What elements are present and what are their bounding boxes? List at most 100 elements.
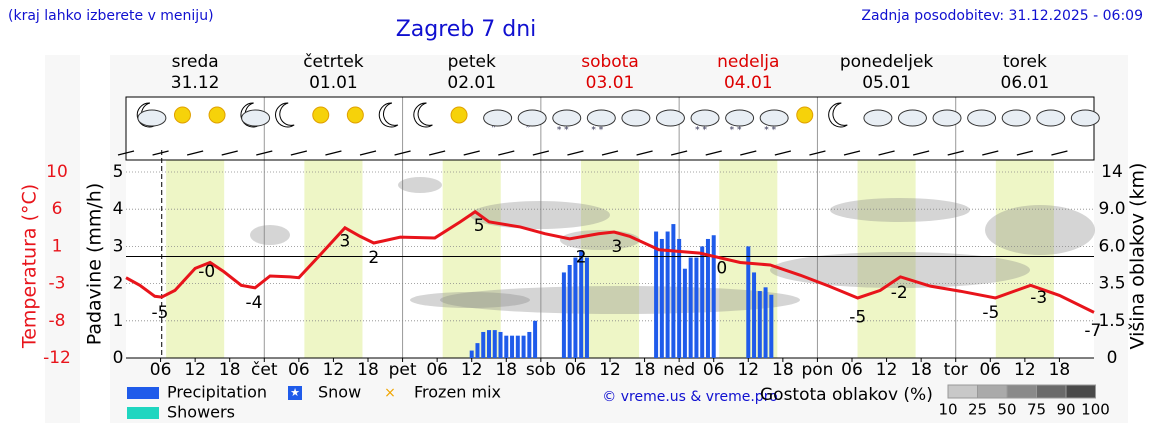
precip-bar xyxy=(671,224,676,358)
icon-moon xyxy=(828,102,848,128)
legend-label: Precipitation xyxy=(167,383,267,402)
precip-bar xyxy=(561,272,566,358)
icon-cloud xyxy=(552,109,582,127)
precip-bar xyxy=(757,291,762,358)
temp-tick-label: 10 xyxy=(46,162,68,182)
legend-cross: × xyxy=(384,385,396,401)
temp-annotation: 3 xyxy=(340,231,351,251)
precip-bar xyxy=(705,238,710,358)
temp-annotation: 0 xyxy=(716,258,727,278)
x-tick-label: pet xyxy=(389,360,417,380)
icon-cloud xyxy=(1036,109,1066,127)
icon-cloud xyxy=(1070,109,1100,127)
wind-barb xyxy=(394,150,411,156)
wind-barb xyxy=(256,150,273,156)
cloud-height-tick-label: 6.0 xyxy=(1098,236,1125,256)
temp-annotation: 2 xyxy=(576,247,587,267)
temp-tick-label: 1 xyxy=(52,236,63,256)
temp-annotation: -5 xyxy=(982,303,999,323)
temp-tick-label: -3 xyxy=(49,274,66,294)
credit: © vreme.us & vreme.pro xyxy=(602,389,777,405)
x-tick-label: 06 xyxy=(426,360,448,380)
x-tick-label: 18 xyxy=(1049,360,1071,380)
wind-barb xyxy=(498,150,515,156)
cloud-scale-label: 75 xyxy=(1027,401,1046,419)
x-tick-label: 12 xyxy=(1014,360,1036,380)
cloud-density xyxy=(440,286,800,314)
cloud-density xyxy=(470,201,610,229)
wind-barb xyxy=(463,150,480,156)
daylight-band xyxy=(304,160,363,358)
day-name: petek xyxy=(448,52,496,72)
x-tick-label: 12 xyxy=(737,360,759,380)
daylight-band xyxy=(442,160,501,358)
x-tick-label: sob xyxy=(526,360,556,380)
precip-tick-label: 1 xyxy=(113,311,124,331)
precip-bar xyxy=(481,331,486,358)
precip-tick-label: 4 xyxy=(113,199,124,219)
temp-annotation: -4 xyxy=(245,293,262,313)
wind-barb xyxy=(982,150,999,156)
precip-bar xyxy=(527,331,532,358)
cloud-scale-label: 10 xyxy=(938,401,957,419)
wind-barb xyxy=(601,150,619,156)
x-tick-label: 06 xyxy=(288,360,310,380)
cloud-density xyxy=(250,225,290,245)
title: Zagreb 7 dni xyxy=(396,17,537,42)
wind-barb xyxy=(532,150,550,156)
precip-tick-label: 5 xyxy=(113,162,124,182)
wind-barb xyxy=(290,150,308,156)
day-date: 31.12 xyxy=(171,73,220,93)
wind-barb xyxy=(774,150,792,156)
precip-axis-title: Padavine (mm/h) xyxy=(84,183,106,346)
note: (kraj lahko izberete v meniju) xyxy=(8,8,214,24)
precip-bar xyxy=(763,287,768,358)
precip-bar xyxy=(521,335,526,358)
x-tick-label: 06 xyxy=(979,360,1001,380)
cloud-scale-label: 50 xyxy=(997,401,1016,419)
legend-label: Snow xyxy=(318,383,361,402)
cloud-scale-box xyxy=(1036,384,1067,399)
cloud-density xyxy=(985,205,1095,255)
wind-barb xyxy=(947,150,964,156)
icon-cloud xyxy=(483,109,513,127)
cloud-density xyxy=(830,198,970,222)
day-date: 01.01 xyxy=(309,73,358,93)
day-name: ponedeljek xyxy=(840,52,934,72)
updated: Zadnja posodobitev: 31.12.2025 - 06:09 xyxy=(861,8,1143,24)
precip-bar xyxy=(475,343,480,358)
daylight-band xyxy=(857,160,916,358)
icon-moon xyxy=(378,102,399,128)
x-tick-label: 18 xyxy=(495,360,517,380)
temp-tick-label: 6 xyxy=(52,199,63,219)
icon-sun xyxy=(173,106,191,124)
cloud-height-tick-label: 14 xyxy=(1101,162,1123,182)
cloud-axis-title: Višina oblakov (km) xyxy=(1127,163,1149,350)
cloud-scale-box xyxy=(1065,384,1096,399)
precip-bar xyxy=(504,335,509,358)
x-tick-label: 12 xyxy=(323,360,345,380)
temp-annotation: 3 xyxy=(612,237,623,257)
day-date: 03.01 xyxy=(586,73,635,93)
icon-cloud xyxy=(137,109,167,127)
precip-tick-label: 0 xyxy=(113,348,124,368)
cloud-scale-box xyxy=(947,384,978,399)
temp-annotation: -2 xyxy=(891,283,908,303)
precip-bar xyxy=(469,350,474,358)
x-tick-label: tor xyxy=(944,360,968,380)
precip-bar xyxy=(654,231,659,358)
temp-annotation: 5 xyxy=(474,216,485,236)
icon-cloud xyxy=(621,109,651,127)
icon-cloud xyxy=(690,109,720,127)
day-name: sobota xyxy=(581,52,639,72)
wind-barb xyxy=(221,150,238,156)
cloud-height-tick-label: 0 xyxy=(1107,348,1118,368)
legend-swatch xyxy=(127,407,159,419)
legend-swatch xyxy=(127,387,159,399)
icon-moon xyxy=(275,102,295,128)
day-date: 04.01 xyxy=(724,73,773,93)
x-tick-label: 06 xyxy=(150,360,172,380)
icon-cloud xyxy=(967,109,997,127)
icon-cloud xyxy=(725,109,755,127)
icon-precip: * * xyxy=(730,126,742,136)
